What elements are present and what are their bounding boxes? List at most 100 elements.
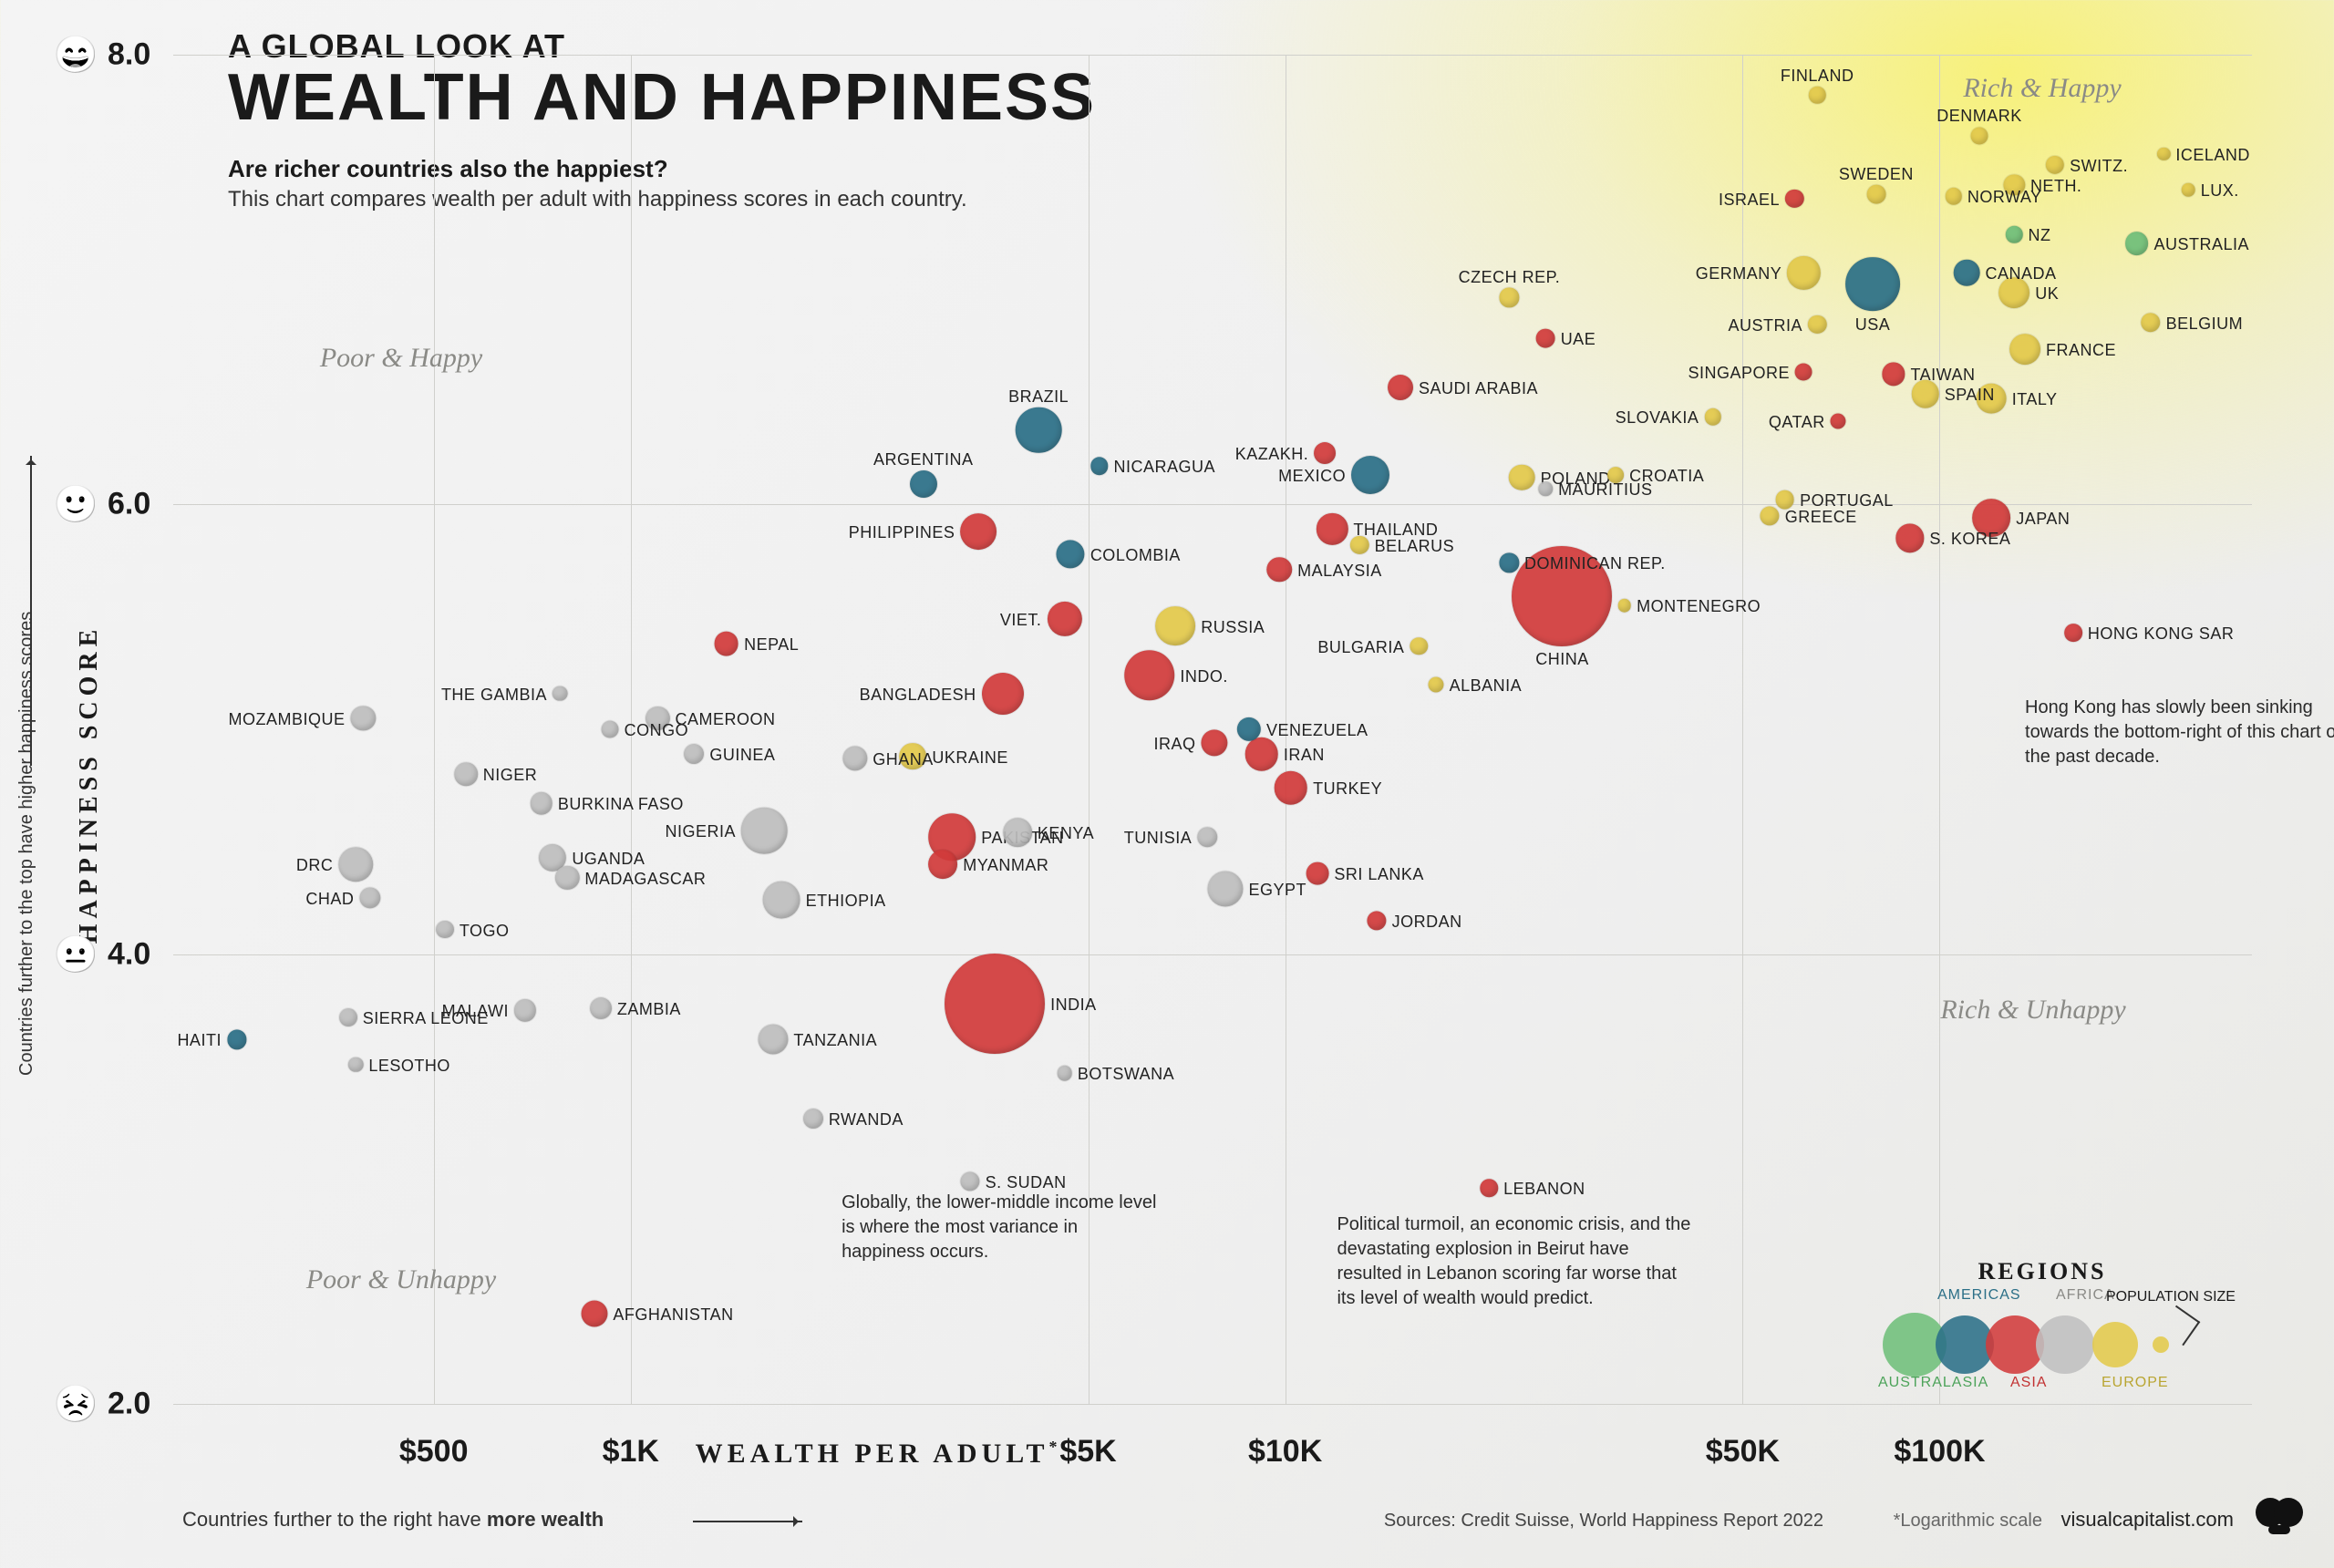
- quadrant-label: Poor & Unhappy: [306, 1264, 496, 1295]
- country-label: UAE: [1561, 330, 1596, 349]
- country-label: MYANMAR: [963, 856, 1048, 875]
- country-bubble: [553, 686, 568, 701]
- country-bubble: [1845, 257, 1900, 312]
- country-bubble: [2157, 147, 2170, 160]
- country-bubble: [1787, 256, 1820, 289]
- country-bubble: [1536, 328, 1555, 347]
- x-axis-title: WEALTH PER ADULT*: [696, 1438, 1062, 1470]
- happiness-face-icon: 😐: [53, 933, 98, 975]
- country-bubble: [1124, 650, 1175, 701]
- country-bubble: [1831, 414, 1846, 429]
- x-axis-title-text: WEALTH PER ADULT: [696, 1439, 1049, 1469]
- country-label: BELGIUM: [2166, 315, 2244, 334]
- y-tick-label: 4.0: [108, 936, 150, 972]
- country-label: IRAQ: [1154, 735, 1196, 754]
- country-label: AUSTRIA: [1728, 316, 1802, 335]
- country-label: LUX.: [2201, 181, 2239, 201]
- country-label: INDIA: [1050, 995, 1097, 1015]
- x-tick-label: $50K: [1706, 1434, 1780, 1470]
- country-label: NIGERIA: [665, 822, 736, 841]
- country-label: QATAR: [1769, 413, 1825, 432]
- country-bubble: [2009, 334, 2040, 365]
- country-bubble: [684, 744, 704, 764]
- country-label: AUSTRALIA: [2154, 235, 2250, 254]
- country-bubble: [338, 847, 373, 882]
- country-label: TOGO: [460, 922, 510, 941]
- country-label: NIGER: [483, 766, 538, 785]
- country-label: S. SUDAN: [986, 1173, 1067, 1192]
- country-label: HAITI: [177, 1031, 222, 1050]
- country-label: VENEZUELA: [1266, 721, 1368, 740]
- country-label: SIERRA LEONE: [363, 1009, 489, 1028]
- regions-legend: REGIONS AMERICASAFRICAAUSTRALASIAASIAEUR…: [1851, 1258, 2234, 1395]
- country-label: BRAZIL: [1008, 387, 1069, 407]
- country-bubble: [555, 866, 579, 890]
- country-bubble: [2125, 232, 2149, 255]
- legend-region-label: AUSTRALASIA: [1878, 1375, 1988, 1391]
- country-bubble: [982, 673, 1024, 715]
- country-bubble: [1207, 872, 1243, 907]
- brand-text: visualcapitalist.com: [2060, 1508, 2234, 1532]
- infographic-frame: A GLOBAL LOOK AT WEALTH AND HAPPINESS Ar…: [0, 0, 2334, 1568]
- country-label: TURKEY: [1313, 779, 1382, 799]
- country-label: USA: [1855, 315, 1891, 335]
- country-label: S. KOREA: [1929, 530, 2010, 549]
- country-label: CAMEROON: [676, 710, 776, 729]
- country-label: MADAGASCAR: [584, 870, 706, 889]
- country-label: THE GAMBIA: [441, 686, 547, 705]
- country-bubble: [351, 706, 376, 730]
- country-label: COLOMBIA: [1090, 546, 1181, 565]
- country-label: NEPAL: [744, 635, 799, 655]
- country-label: KENYA: [1038, 824, 1094, 843]
- country-bubble: [1275, 771, 1308, 805]
- country-label: BURKINA FASO: [558, 795, 684, 814]
- country-label: CZECH REP.: [1459, 268, 1561, 287]
- country-bubble: [1704, 408, 1720, 425]
- country-label: UGANDA: [572, 850, 645, 869]
- legend-pop-label: POPULATION SIZE: [2106, 1289, 2243, 1305]
- country-bubble: [436, 921, 454, 939]
- country-label: TAIWAN: [1910, 366, 1975, 385]
- country-bubble: [530, 792, 553, 815]
- happiness-face-icon: 😄: [53, 34, 98, 77]
- country-label: PORTUGAL: [1800, 491, 1894, 511]
- country-label: INDO.: [1180, 667, 1228, 686]
- country-bubble: [1003, 819, 1032, 848]
- country-bubble: [1155, 606, 1195, 646]
- country-label: ISRAEL: [1719, 191, 1780, 210]
- country-label: IRAN: [1284, 746, 1325, 765]
- country-bubble: [339, 1008, 357, 1026]
- country-label: SWEDEN: [1839, 165, 1914, 184]
- country-bubble: [1367, 911, 1386, 930]
- country-bubble: [803, 1109, 823, 1129]
- country-bubble: [1509, 464, 1535, 490]
- country-label: FINLAND: [1781, 67, 1854, 86]
- country-label: RUSSIA: [1201, 618, 1265, 637]
- happiness-face-icon: 🙂: [53, 483, 98, 526]
- country-bubble: [1971, 127, 1988, 144]
- country-bubble: [1197, 828, 1217, 848]
- country-bubble: [714, 632, 738, 656]
- country-bubble: [581, 1301, 607, 1327]
- sources-text: Sources: Credit Suisse, World Happiness …: [1384, 1511, 1823, 1532]
- country-label: SLOVAKIA: [1616, 408, 1699, 428]
- country-label: MEXICO: [1278, 467, 1346, 486]
- country-bubble: [1244, 738, 1278, 771]
- country-label: TANZANIA: [793, 1031, 877, 1050]
- country-label: AFGHANISTAN: [613, 1305, 733, 1325]
- country-bubble: [1267, 557, 1293, 583]
- country-label: JAPAN: [2016, 510, 2070, 529]
- country-label: BOTSWANA: [1078, 1065, 1174, 1084]
- country-label: CHAD: [305, 890, 354, 909]
- country-label: TUNISIA: [1124, 829, 1193, 848]
- country-label: ZAMBIA: [617, 1000, 681, 1019]
- x-axis-help-prefix: Countries further to the right have: [182, 1508, 487, 1531]
- legend-title: REGIONS: [1851, 1258, 2234, 1285]
- country-label: RWANDA: [829, 1110, 904, 1130]
- y-axis-title: HAPPINESS SCORE: [75, 624, 104, 944]
- country-bubble: [1500, 553, 1519, 573]
- country-bubble: [454, 763, 478, 787]
- country-bubble: [842, 746, 867, 770]
- country-bubble: [2182, 183, 2195, 197]
- country-bubble: [741, 808, 788, 854]
